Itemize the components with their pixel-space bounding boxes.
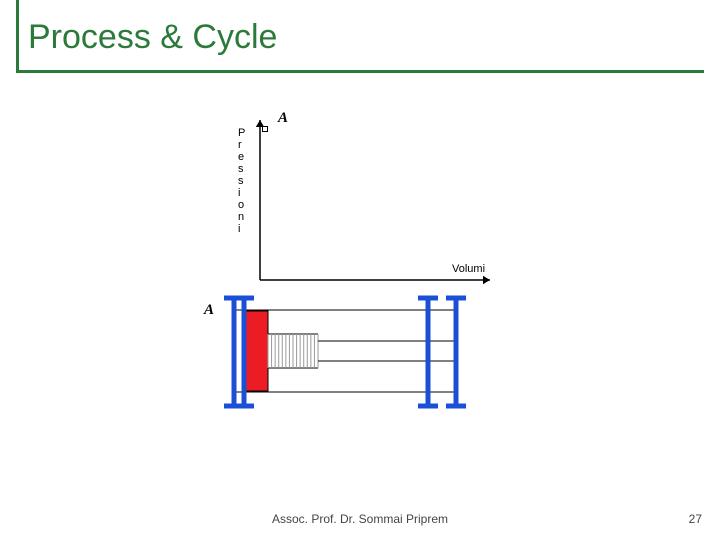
svg-text:A: A	[277, 110, 288, 126]
slide-title: Process & Cycle	[28, 18, 277, 57]
svg-text:i: i	[238, 223, 240, 235]
svg-text:n: n	[238, 211, 244, 223]
footer-author: Assoc. Prof. Dr. Sommai Priprem	[0, 512, 720, 526]
page-number: 27	[689, 512, 702, 526]
accent-vertical-bar	[16, 0, 19, 73]
svg-text:r: r	[238, 139, 242, 151]
svg-text:i: i	[238, 187, 240, 199]
svg-text:s: s	[238, 175, 244, 187]
accent-horizontal-bar	[16, 70, 704, 73]
svg-text:o: o	[238, 199, 244, 211]
svg-text:Volumi: Volumi	[452, 263, 485, 275]
svg-text:P: P	[238, 127, 245, 139]
svg-text:A: A	[203, 302, 214, 318]
svg-text:e: e	[238, 151, 244, 163]
process-cycle-diagram: PressioniVolumiAA	[190, 100, 510, 430]
svg-text:s: s	[238, 163, 244, 175]
slide: Process & Cycle PressioniVolumiAA Assoc.…	[0, 0, 720, 540]
